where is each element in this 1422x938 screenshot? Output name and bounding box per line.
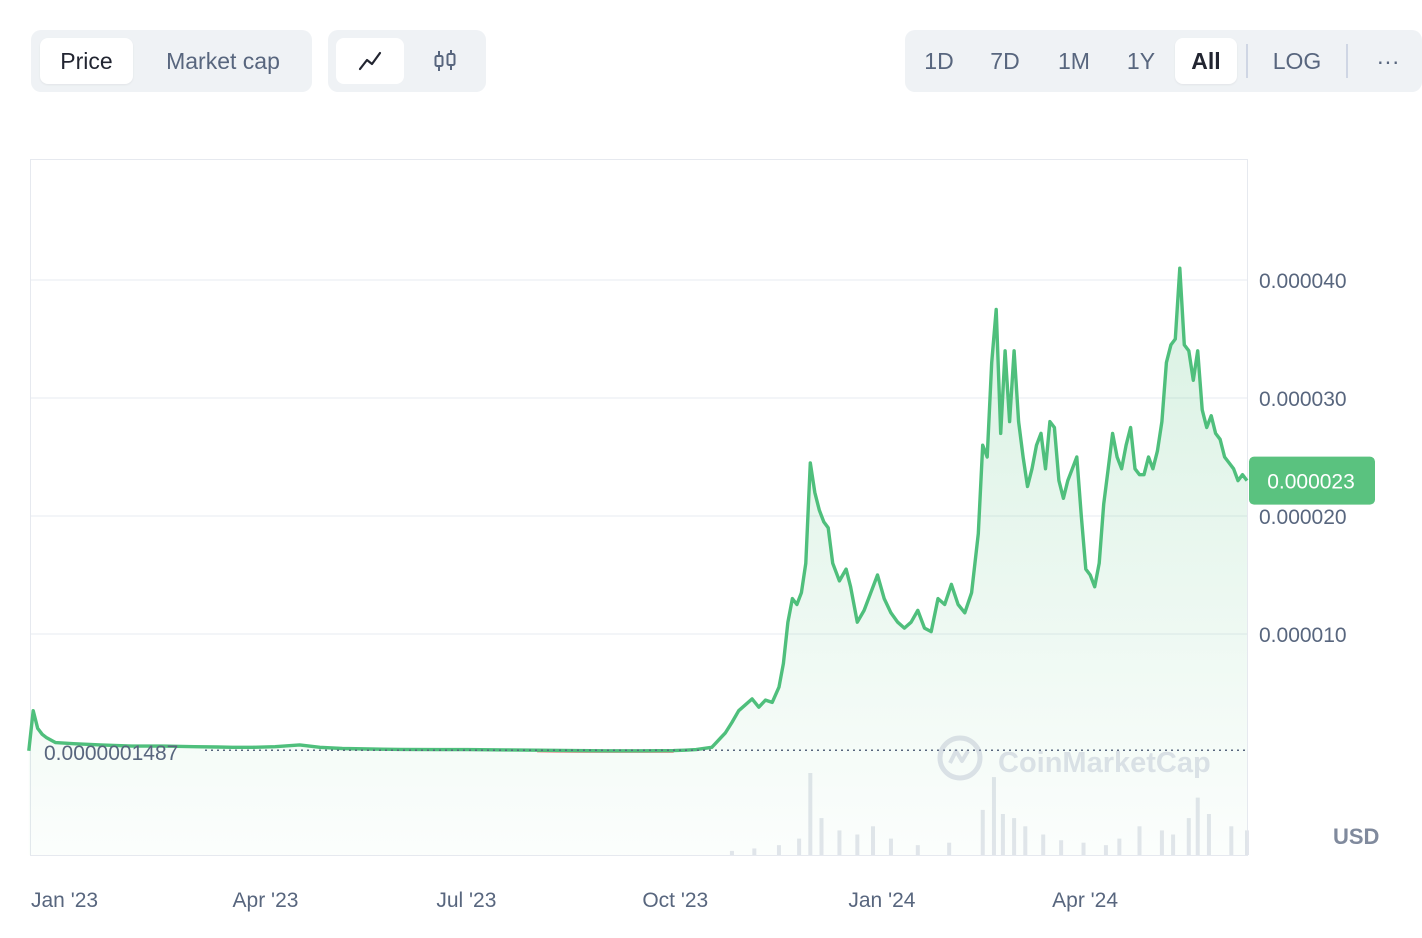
y-tick-label: 0.000040	[1259, 270, 1347, 293]
y-tick-label: 0.000020	[1259, 506, 1347, 529]
range-all-button[interactable]: All	[1175, 38, 1237, 84]
line-chart-icon[interactable]	[336, 38, 404, 84]
watermark-text: CoinMarketCap	[998, 747, 1211, 779]
price-tab[interactable]: Price	[40, 38, 133, 84]
log-scale-button[interactable]: LOG	[1272, 48, 1322, 74]
range-1d-button[interactable]: 1D	[924, 48, 954, 74]
candlestick-icon[interactable]	[412, 38, 478, 84]
price-line	[27, 266, 1249, 753]
y-tick-label: 0.000030	[1259, 388, 1347, 411]
plot-frame	[30, 159, 1248, 856]
y-tick-label: 0.000010	[1259, 624, 1347, 647]
open-price-label: 0.0000001487	[44, 742, 178, 765]
range-7d-button[interactable]: 7D	[990, 48, 1020, 74]
x-tick-label: Jul '23	[436, 889, 496, 912]
watermark-logo: CoinMarketCap	[937, 735, 1211, 781]
more-options-button[interactable]: ···	[1376, 48, 1400, 74]
range-divider	[1246, 44, 1248, 78]
time-range-selector: 1D 7D 1M 1Y All LOG ···	[905, 30, 1422, 92]
range-1m-button[interactable]: 1M	[1058, 48, 1090, 74]
y-axis: 0.000010 0.000020 0.000030 0.000040	[1259, 270, 1347, 647]
price-marketcap-toggle: Price Market cap	[31, 30, 312, 92]
x-tick-label: Apr '23	[233, 889, 299, 912]
x-tick-label: Apr '24	[1052, 889, 1118, 912]
range-divider-2	[1346, 44, 1348, 78]
chart-type-toggle	[328, 30, 486, 92]
market-cap-tab[interactable]: Market cap	[166, 48, 280, 74]
currency-label: USD	[1333, 824, 1380, 849]
x-tick-label: Jan '24	[848, 889, 915, 912]
current-price-badge: 0.000023	[1249, 456, 1375, 505]
x-tick-label: Jan '23	[31, 889, 98, 912]
x-axis: Jan '23 Apr '23 Jul '23 Oct '23 Jan '24 Apr '…	[31, 889, 1118, 912]
current-price-label: 0.000023	[1267, 471, 1355, 494]
x-tick-label: Oct '23	[642, 889, 708, 912]
range-1y-button[interactable]: 1Y	[1126, 48, 1156, 74]
price-area	[28, 268, 1247, 855]
